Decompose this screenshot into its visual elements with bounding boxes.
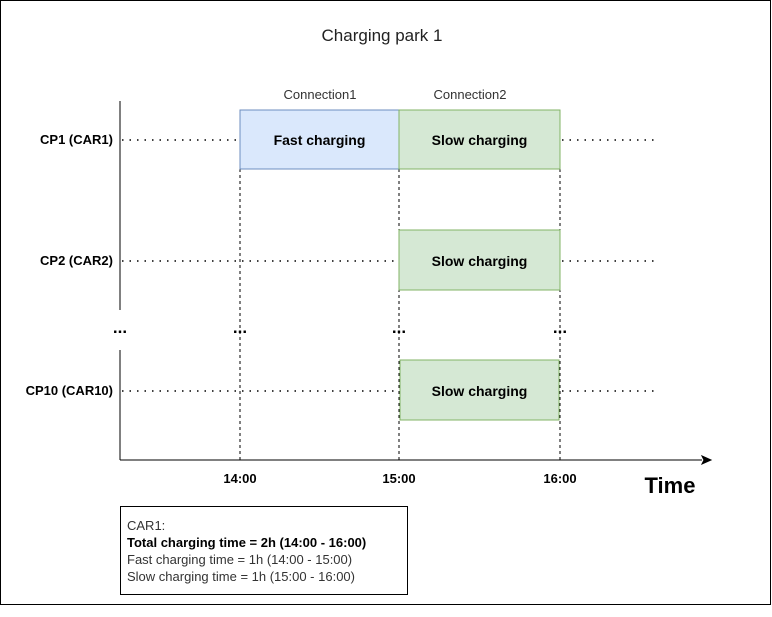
- cp1-fast-charging-block: [239, 109, 400, 170]
- note-slow-time: Slow charging time = 1h (15:00 - 16:00): [127, 569, 355, 584]
- cp10-slow-charging-label: Slow charging: [432, 383, 528, 399]
- x-axis-arrow-icon: [700, 454, 713, 466]
- note-total-time: Total charging time = 2h (14:00 - 16:00): [127, 535, 367, 550]
- outer-frame: [0, 0, 771, 605]
- row-lines: [122, 139, 656, 392]
- cp2-slow-charging-label: Slow charging: [432, 253, 528, 269]
- note-fast-time: Fast charging time = 1h (14:00 - 15:00): [127, 552, 353, 567]
- cp1-fast-charging-label: Fast charging: [274, 132, 366, 148]
- row-label-cp10: CP10 (CAR10): [26, 383, 113, 398]
- row-label-cp2: CP2 (CAR2): [40, 253, 113, 268]
- cp1-slow-charging-label: Slow charging: [432, 132, 528, 148]
- tick-label-14-00: 14:00: [223, 471, 256, 486]
- ellipsis-15-00: ...: [392, 318, 406, 337]
- time-axis-label: Time: [645, 473, 696, 498]
- note-title: CAR1:: [127, 518, 166, 533]
- connection2-label: Connection2: [434, 87, 507, 102]
- ellipsis-14-00: ...: [233, 318, 247, 337]
- connection1-label: Connection1: [284, 87, 357, 102]
- cp1-slow-charging-block: [398, 109, 561, 170]
- ellipsis-16-00: ...: [553, 318, 567, 337]
- vertical-guides: [239, 169, 561, 460]
- cp10-slow-charging-block: [399, 359, 560, 421]
- tick-label-15-00: 15:00: [382, 471, 415, 486]
- ellipsis-axis: ...: [113, 318, 127, 337]
- cp2-slow-charging-block: [398, 229, 561, 291]
- diagram-title: Charging park 1: [322, 26, 443, 45]
- car1-summary-note: CAR1: Total charging time = 2h (14:00 - …: [120, 506, 408, 595]
- tick-label-16-00: 16:00: [543, 471, 576, 486]
- row-label-cp1: CP1 (CAR1): [40, 132, 113, 147]
- ellipsis-row: ... ... ... ...: [113, 318, 567, 337]
